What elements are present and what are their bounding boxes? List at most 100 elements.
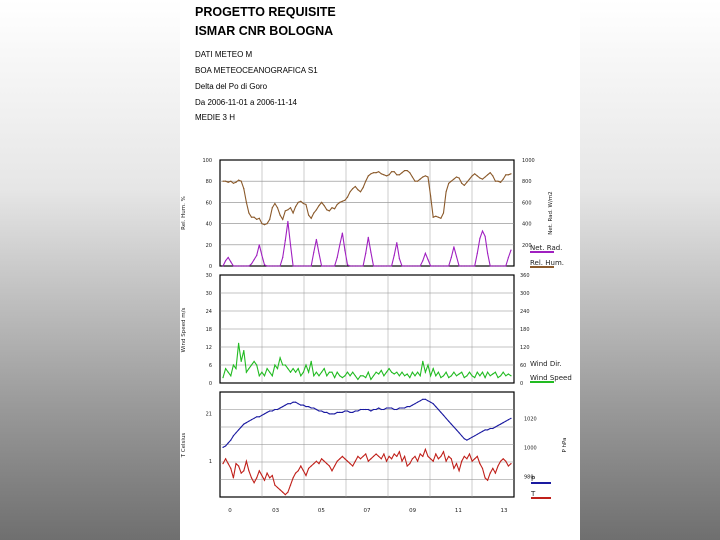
- pressure-series-point: [289, 403, 292, 405]
- temperature-series-point: [339, 458, 341, 460]
- temperature-series-point: [510, 463, 512, 465]
- pressure-series-point: [261, 414, 263, 416]
- wind-speed-series-point: [243, 350, 245, 352]
- subtitle-line-5: MEDIE 3 H: [195, 113, 236, 122]
- rel-hum-series-point: [422, 176, 424, 178]
- pressure-series-point: [461, 435, 463, 437]
- temperature-series-point: [419, 453, 421, 455]
- net-rad-series-point: [276, 265, 279, 267]
- net-rad-series-point: [398, 258, 400, 260]
- net-rad-series-point: [321, 265, 323, 267]
- pressure-series-point: [476, 433, 478, 435]
- net-rad-series-point: [378, 265, 380, 267]
- rel-hum-series-point: [378, 171, 380, 173]
- net-rad-series-point: [489, 265, 491, 267]
- pressure-series-point: [230, 439, 232, 441]
- net-rad-series-point: [295, 265, 297, 267]
- rel-hum-series-point: [266, 223, 268, 225]
- rel-hum-series-point: [393, 171, 395, 173]
- rel-hum-series-point: [274, 202, 276, 205]
- pressure-series-point: [344, 410, 346, 412]
- net-rad-series-point: [455, 255, 458, 258]
- wind-speed-series-point: [323, 368, 325, 370]
- rel-hum-series-point: [440, 217, 442, 219]
- pressure-series-point: [300, 404, 302, 406]
- temperature-series-point: [230, 467, 232, 469]
- panel-top-left-tick-label: 0: [209, 264, 212, 270]
- panel-middle-left-tick-label: 24: [206, 309, 212, 315]
- temperature-series-point: [440, 455, 442, 457]
- wind-speed-series-point: [271, 375, 273, 377]
- net-rad-series-point: [474, 265, 476, 267]
- net-rad-series-point: [326, 265, 328, 267]
- temperature-series-point: [292, 477, 294, 479]
- legend-wind-dir-label: Wind Dir.: [530, 360, 562, 368]
- net-rad-series-point: [269, 265, 271, 267]
- panel-top-left-axis-label: Rel. Hum. %: [181, 196, 187, 230]
- rel-hum-series-point: [352, 188, 354, 190]
- pressure-series-point: [284, 404, 286, 406]
- wind-speed-series-point: [500, 375, 502, 377]
- rel-hum-series-point: [401, 172, 403, 174]
- temperature-series-point: [409, 463, 411, 465]
- temperature-series-point: [274, 484, 276, 486]
- rel-hum-series-point: [388, 174, 390, 176]
- pressure-series-point: [274, 408, 276, 411]
- pressure-series-point: [468, 438, 471, 440]
- wind-speed-series-point: [474, 377, 476, 379]
- net-rad-series-point: [476, 252, 478, 254]
- temperature-series-point: [466, 458, 468, 460]
- pressure-series-point: [326, 411, 328, 413]
- pressure-series-point: [450, 423, 452, 425]
- wind-speed-series-point: [370, 378, 372, 380]
- wind-speed-series-point: [336, 371, 338, 373]
- rel-hum-series: [223, 170, 512, 226]
- pressure-series-point: [411, 404, 413, 406]
- net-rad-series-point: [266, 265, 268, 267]
- rel-hum-series-point: [453, 178, 455, 180]
- temperature-series-point: [471, 460, 473, 462]
- wind-speed-series-point: [253, 360, 255, 362]
- temperature-series-point: [507, 465, 509, 467]
- institute-title: ISMAR CNR BOLOGNA: [195, 24, 334, 38]
- net-rad-series-point: [442, 265, 445, 267]
- temperature-series-point: [222, 463, 224, 465]
- rel-hum-series-point: [245, 201, 247, 203]
- panel-top-right-axis-label: Net. Rad. W/m2: [548, 191, 554, 234]
- x-tick-label: 13: [501, 508, 508, 514]
- x-tick-label: 0: [228, 508, 232, 514]
- rel-hum-series-point: [492, 175, 494, 177]
- temperature-series-point: [463, 455, 465, 457]
- rel-hum-series-point: [455, 176, 458, 178]
- pressure-series-point: [424, 398, 426, 400]
- panel-bottom-left-tick-label: 1: [209, 459, 212, 465]
- wind-speed-series-point: [365, 377, 367, 379]
- net-rad-series-point: [432, 265, 434, 267]
- pressure-series-point: [437, 408, 439, 411]
- net-rad-series-point: [450, 256, 452, 259]
- wind-speed-series-point: [507, 373, 509, 375]
- net-rad-series-point: [463, 265, 465, 267]
- rel-hum-series-point: [404, 170, 406, 172]
- net-rad-series-point: [466, 265, 468, 267]
- pressure-series-point: [362, 408, 364, 411]
- net-rad-series-point: [248, 265, 250, 267]
- rel-hum-series-point: [321, 201, 323, 203]
- rel-hum-series-point: [432, 216, 434, 218]
- wind-speed-series-point: [326, 375, 328, 377]
- temperature-series-point: [349, 463, 351, 465]
- temperature-series-point: [263, 479, 266, 481]
- pressure-series-point: [409, 406, 411, 408]
- net-rad-series-point: [235, 265, 237, 267]
- rel-hum-series-point: [370, 173, 372, 175]
- wind-speed-series-point: [367, 371, 369, 373]
- wind-speed-series-point: [383, 375, 385, 377]
- net-rad-series-point: [370, 251, 372, 253]
- rel-hum-series-point: [284, 210, 286, 212]
- pressure-series-point: [222, 446, 224, 448]
- temperature-series-point: [308, 467, 310, 469]
- temperature-series-point: [289, 484, 292, 486]
- pressure-series-point: [339, 411, 341, 413]
- rel-hum-series-point: [476, 175, 478, 177]
- rel-hum-series-point: [442, 212, 445, 214]
